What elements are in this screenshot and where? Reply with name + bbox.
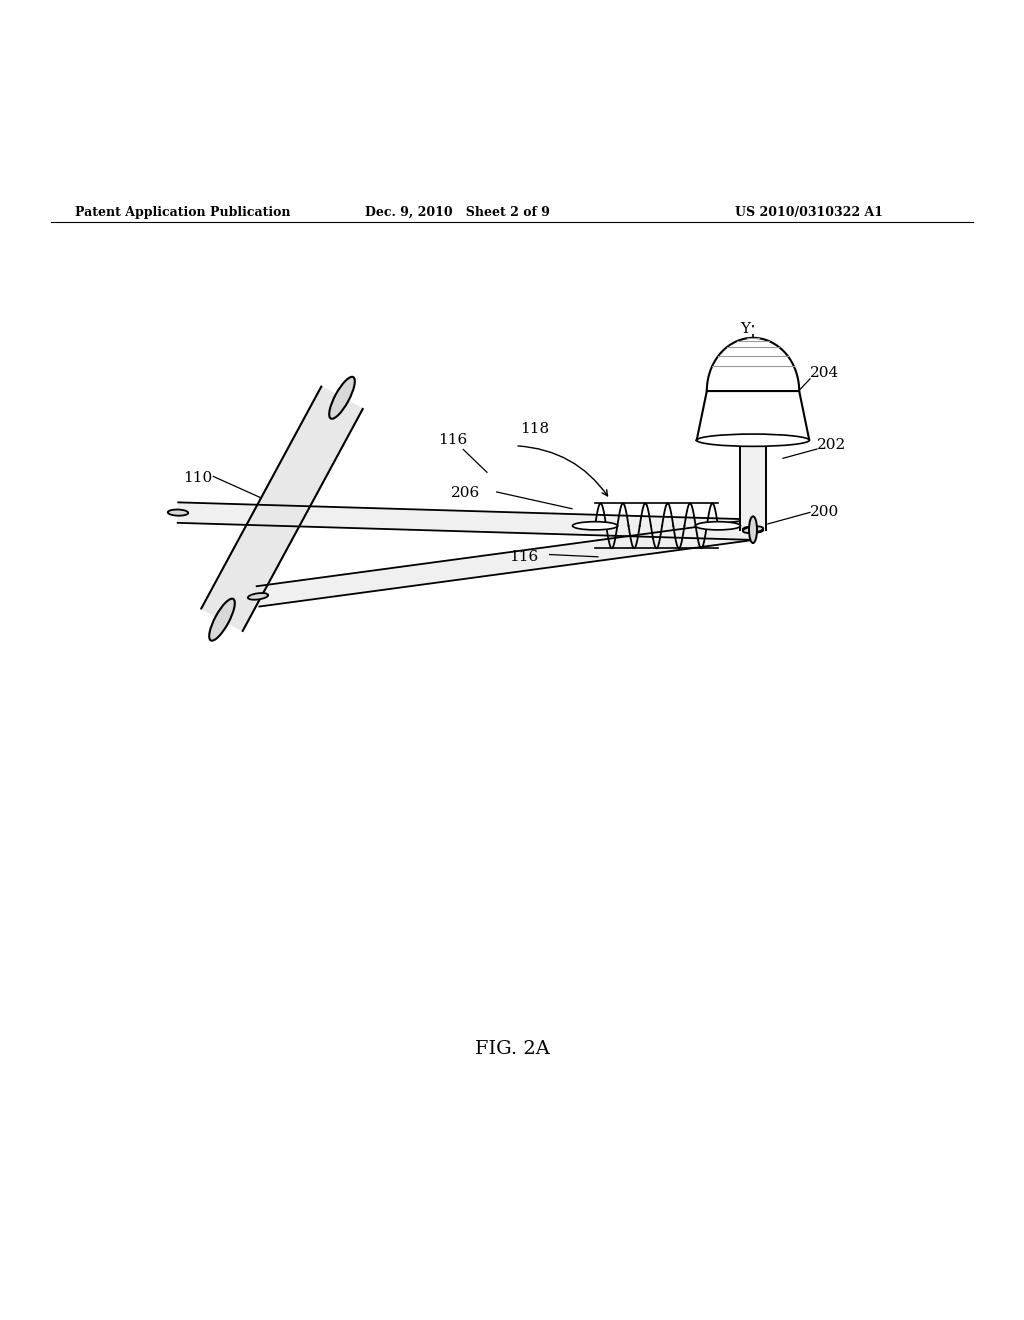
Text: 116: 116 (438, 433, 468, 447)
Ellipse shape (749, 379, 757, 405)
Polygon shape (739, 392, 766, 529)
Text: 118: 118 (520, 422, 549, 437)
Text: 116: 116 (509, 549, 539, 564)
Ellipse shape (695, 521, 740, 529)
Text: Y: Y (740, 322, 750, 335)
Polygon shape (202, 387, 362, 631)
Ellipse shape (248, 593, 268, 599)
Text: Patent Application Publication: Patent Application Publication (75, 206, 291, 219)
Ellipse shape (749, 516, 757, 543)
Ellipse shape (572, 521, 617, 529)
Ellipse shape (209, 599, 234, 640)
Ellipse shape (168, 510, 188, 516)
Polygon shape (178, 503, 754, 540)
Text: FIG. 2A: FIG. 2A (474, 1040, 550, 1059)
Text: 200: 200 (810, 506, 840, 520)
Polygon shape (696, 391, 809, 440)
Polygon shape (257, 520, 755, 606)
Ellipse shape (696, 434, 809, 446)
Text: 202: 202 (817, 438, 846, 451)
Ellipse shape (742, 527, 763, 533)
Text: Dec. 9, 2010   Sheet 2 of 9: Dec. 9, 2010 Sheet 2 of 9 (365, 206, 550, 219)
Ellipse shape (742, 527, 763, 533)
Text: 204: 204 (810, 366, 840, 380)
Text: 110: 110 (183, 470, 213, 484)
Text: 206: 206 (452, 486, 480, 500)
Ellipse shape (329, 376, 354, 418)
Text: US 2010/0310322 A1: US 2010/0310322 A1 (735, 206, 883, 219)
Polygon shape (707, 338, 799, 391)
